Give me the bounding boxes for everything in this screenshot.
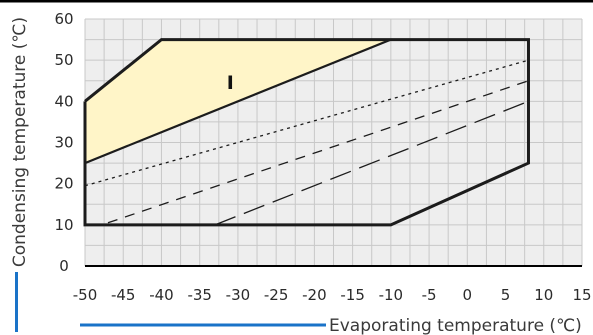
y-tick-label: 10	[54, 216, 73, 234]
x-tick-label: -50	[73, 286, 98, 304]
x-tick-label: -40	[149, 286, 174, 304]
x-tick-label: 10	[534, 286, 553, 304]
x-tick-label: -20	[302, 286, 327, 304]
y-tick-label: 0	[59, 257, 69, 275]
series-line-long-dashed	[214, 100, 529, 226]
x-tick-label: -25	[264, 286, 289, 304]
x-tick-label: 15	[572, 286, 591, 304]
envelope-outline	[83, 38, 530, 227]
operating-envelope	[83, 38, 530, 227]
y-tick-label: 30	[54, 134, 73, 152]
y-tick-label: 40	[54, 92, 73, 110]
y-tick-label: 20	[54, 175, 73, 193]
y-axis-accent	[15, 272, 18, 332]
series-lines	[84, 38, 529, 226]
x-tick-label: 5	[501, 286, 511, 304]
region-label: I	[227, 72, 234, 94]
x-tick-label: -30	[226, 286, 251, 304]
y-tick-label: 60	[54, 10, 73, 28]
y-tick-labels: 0 10 20 30 40 50 60	[54, 10, 73, 275]
y-axis-title: Condensing temperature (℃)	[10, 17, 30, 267]
y-tick-label: 50	[54, 51, 73, 69]
x-axis-title: Evaporating temperature (℃)	[329, 316, 582, 335]
x-tick-label: -35	[187, 286, 212, 304]
x-tick-label: -45	[111, 286, 136, 304]
x-tick-label: -5	[422, 286, 437, 304]
series-line-solid	[84, 38, 392, 165]
x-tick-labels: -50 -45 -40 -35 -30 -25 -20 -15 -10 -5 0 5 10 15	[73, 286, 592, 304]
x-tick-label: -15	[340, 286, 365, 304]
series-line-dashed	[107, 80, 529, 224]
x-tick-label: 0	[463, 286, 473, 304]
x-tick-label: -10	[379, 286, 404, 304]
